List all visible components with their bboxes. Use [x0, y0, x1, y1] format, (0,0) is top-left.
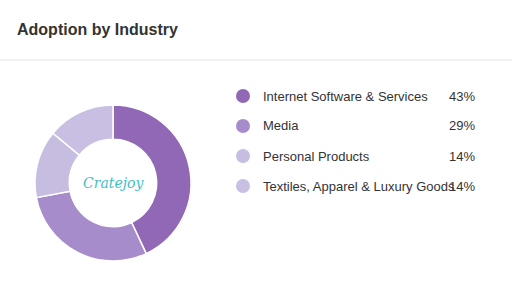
svg-text:Cratejoy: Cratejoy	[83, 175, 144, 191]
svg-text:29%: 29%	[449, 118, 475, 133]
svg-text:14%: 14%	[449, 179, 475, 194]
svg-text:Media: Media	[263, 118, 299, 133]
svg-text:Personal Products: Personal Products	[263, 149, 370, 164]
svg-text:Internet Software & Services: Internet Software & Services	[263, 89, 428, 104]
svg-text:14%: 14%	[449, 149, 475, 164]
svg-text:Textiles, Apparel & Luxury Goo: Textiles, Apparel & Luxury Goods	[263, 179, 455, 194]
svg-text:43%: 43%	[449, 89, 475, 104]
svg-text:Adoption by Industry: Adoption by Industry	[17, 21, 178, 38]
